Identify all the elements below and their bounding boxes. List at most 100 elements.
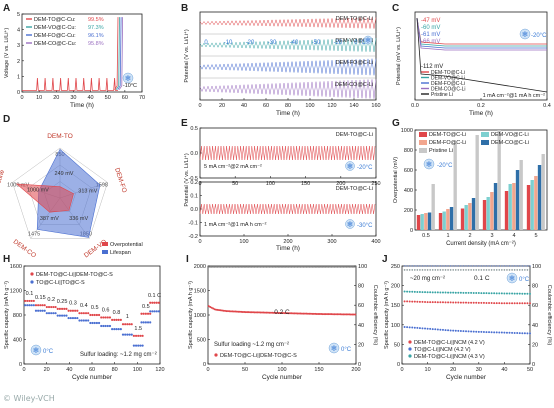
panel-b-temperature-label: -30: [268, 40, 277, 46]
panel-i-ce-point: [218, 266, 220, 268]
panel-j-point: [449, 291, 452, 294]
panel-h-point: [157, 310, 161, 313]
panel-h-rate-label: 1: [126, 314, 129, 320]
panel-j-point: [518, 292, 521, 295]
panel-b-xaxis-tick-label: 120: [327, 103, 336, 109]
panel-b-xaxis-tick-label: 0: [198, 103, 201, 109]
panel-d-legend-swatch: [102, 250, 108, 254]
panel-h-point: [78, 312, 81, 315]
panel-c-annotation: -60 mV: [421, 25, 440, 31]
panel-i-ce-point: [311, 266, 314, 268]
panel-j-point: [482, 292, 485, 295]
panel-h-point: [126, 333, 129, 336]
panel-h-point: [32, 299, 35, 303]
panel-j-point: [434, 328, 437, 331]
panel-e-condition: 1 mA cm⁻²@1 mA h cm⁻²: [204, 222, 267, 228]
panel-i-ce-point: [339, 266, 342, 268]
panel-h-ylabel: Specific capacity (mA h g⁻¹): [4, 281, 10, 349]
panel-j-ce-point: [452, 265, 455, 267]
panel-j-ce-point: [419, 269, 421, 271]
thermometer-bulb-icon: [328, 342, 340, 354]
panel-a-legend-value: 97.3%: [88, 25, 104, 31]
panel-j-xaxis-tick-label: 30: [476, 367, 482, 373]
panel-h-point: [132, 344, 135, 347]
panel-j-point: [472, 301, 475, 304]
panel-c-annotation: -61 mV: [421, 32, 440, 38]
panel-j-point: [434, 291, 437, 294]
panel-g-legend-name: DEM-VO@C-Li: [491, 132, 529, 138]
panel-g-legend-swatch: [481, 132, 489, 137]
panel-j-ce-point: [460, 269, 462, 271]
panel-h-point: [144, 321, 147, 324]
panel-j-ce-point: [506, 269, 508, 271]
panel-e-xaxis-tick-label: 100: [239, 239, 248, 245]
panel-i-ce-point: [227, 266, 229, 268]
panel-h-point: [71, 316, 75, 320]
panel-g-category-label: 2: [468, 233, 471, 239]
snowflake-icon: ❄: [426, 160, 433, 169]
panel-j-ce-point: [416, 265, 419, 267]
panel-j-ce-point: [462, 265, 465, 267]
panel-g-category-label: 3: [490, 233, 493, 239]
panel-i-ce-point: [216, 266, 219, 268]
panel-h-point: [82, 312, 85, 315]
panel-j-point: [511, 292, 514, 295]
panel-i-ce-point: [259, 266, 262, 268]
panel-i-point: [327, 313, 330, 316]
panel-e-xaxis-tick-label: 200: [283, 239, 292, 245]
panel-g-legend-name: DEM-FO@C-Li: [429, 140, 466, 146]
panel-j-point: [462, 301, 465, 304]
panel-i-point: [210, 306, 213, 309]
panel-j-ce-point: [493, 265, 495, 267]
panel-h-point: [37, 304, 40, 307]
panel-i-ce-point: [213, 266, 216, 268]
panel-j-point: [457, 301, 460, 304]
panel-g-legend-name: DEM-TO@C-Li: [429, 132, 466, 138]
panel-h-point: [100, 316, 103, 319]
watermark: © Wiley-VCH: [3, 394, 55, 403]
panel-i-ce-point: [283, 266, 286, 268]
panel-g-ylabel: Overpotential (mV): [393, 157, 399, 203]
panel-d-axis-label: Pristine: [0, 169, 6, 192]
panel-h-point: [141, 344, 144, 347]
panel-j-ce-point: [434, 269, 437, 271]
panel-h-point: [74, 309, 77, 312]
panel-i-ce-point: [241, 266, 244, 268]
panel-h-point: [108, 324, 112, 328]
panel-i-ce-point: [286, 266, 288, 268]
panel-j-ce-point: [498, 269, 501, 271]
panel-j-point: [439, 328, 442, 331]
panel-i-point: [218, 309, 221, 312]
panel-j-ce-point: [406, 265, 408, 267]
panel-h-point: [76, 316, 79, 320]
panel-d-axis-value: 1598: [96, 182, 108, 188]
panel-j-point: [513, 331, 516, 334]
panel-j-point: [406, 300, 409, 303]
panel-h-point: [139, 334, 142, 337]
panel-j-y2axis-tick-label: 0: [532, 362, 535, 368]
panel-i-point: [281, 312, 284, 315]
thermometer-bulb-icon: [519, 28, 531, 40]
panel-j-ylabel2: Coulombic efficiency (%): [546, 285, 552, 346]
panel-j-point: [424, 327, 427, 330]
panel-e-yaxis-tick-label: 0.1: [190, 194, 198, 200]
panel-g-bar: [471, 198, 476, 230]
panel-b-temperature-label: -10: [224, 40, 233, 46]
panel-h-point: [117, 327, 120, 331]
panel-h-point: [82, 319, 85, 322]
panel-j-xaxis-tick-label: 0: [400, 367, 403, 373]
panel-j-point: [452, 329, 455, 332]
panel-h-legend-name: DEM-TO@C-Li||DEM-TO@C-S: [36, 272, 113, 278]
panel-j-point: [508, 292, 511, 295]
panel-h-point: [100, 324, 103, 328]
panel-j-point: [413, 326, 416, 329]
panel-h-point: [149, 310, 152, 313]
panel-j-ce-point: [529, 269, 531, 271]
panel-i-y2axis-tick-label: 80: [358, 284, 364, 290]
panel-h-point: [104, 316, 107, 319]
panel-i-ce-point: [324, 266, 327, 268]
panel-b-series-label: DEM-FO@C-Li: [336, 60, 373, 66]
panel-d-axis-label: DEM-VO: [83, 238, 108, 259]
panel-g-yaxis-tick-label: 400: [404, 188, 413, 194]
panel-c-annotation: -47 mV: [421, 18, 440, 24]
